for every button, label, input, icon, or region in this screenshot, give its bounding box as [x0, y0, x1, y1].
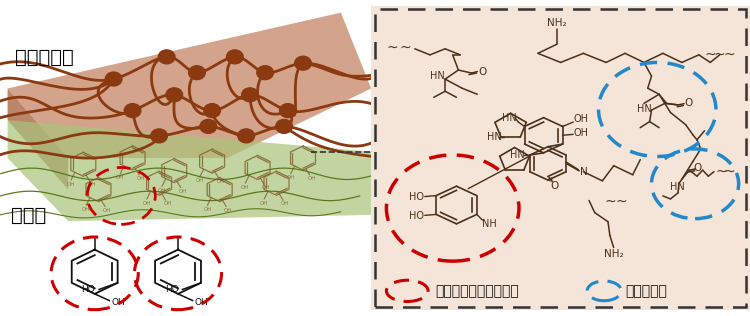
Text: OH: OH: [262, 185, 270, 191]
Text: NH₂: NH₂: [604, 249, 623, 258]
Text: ~: ~: [616, 195, 627, 209]
Text: HO: HO: [409, 192, 424, 203]
Text: HO: HO: [82, 285, 95, 294]
Circle shape: [124, 104, 141, 118]
Text: OH: OH: [142, 201, 151, 206]
Text: O: O: [550, 181, 558, 191]
Circle shape: [204, 104, 220, 118]
Text: N: N: [580, 167, 587, 177]
Circle shape: [151, 129, 167, 143]
Circle shape: [238, 129, 254, 143]
Text: HN: HN: [430, 71, 445, 81]
Text: 温度応答部: 温度応答部: [625, 284, 667, 298]
Polygon shape: [8, 120, 371, 221]
Circle shape: [105, 72, 122, 86]
Text: OH: OH: [574, 114, 589, 125]
Circle shape: [276, 119, 292, 133]
Text: ~: ~: [704, 48, 716, 62]
Text: OH: OH: [217, 179, 225, 184]
Text: HO: HO: [409, 211, 424, 221]
Text: ~: ~: [400, 40, 411, 54]
Text: OH: OH: [178, 189, 187, 194]
Polygon shape: [8, 88, 68, 190]
Text: 接着部（カテコール）: 接着部（カテコール）: [436, 284, 520, 298]
Circle shape: [242, 88, 258, 102]
Circle shape: [226, 50, 243, 64]
Text: OH: OH: [224, 208, 232, 213]
Text: 接着層: 接着層: [11, 206, 46, 225]
Text: OH: OH: [281, 201, 290, 206]
Text: O: O: [478, 67, 487, 76]
Text: HN: HN: [670, 182, 685, 192]
Text: OH: OH: [116, 175, 124, 180]
Text: OH: OH: [308, 176, 316, 181]
Text: OH: OH: [67, 182, 75, 187]
Text: OH: OH: [196, 179, 204, 184]
Polygon shape: [8, 13, 371, 158]
Text: OH: OH: [88, 182, 96, 187]
FancyBboxPatch shape: [371, 6, 750, 310]
Circle shape: [158, 50, 175, 64]
Circle shape: [280, 104, 296, 118]
Text: OH: OH: [103, 208, 111, 213]
Text: OH: OH: [158, 188, 166, 193]
Text: OH: OH: [82, 207, 91, 212]
Circle shape: [256, 66, 274, 80]
Text: ~: ~: [716, 165, 728, 179]
Text: ~: ~: [604, 195, 616, 209]
Text: HO: HO: [165, 285, 178, 294]
Circle shape: [188, 66, 206, 80]
Text: HN: HN: [503, 112, 517, 123]
Text: ~: ~: [386, 40, 398, 54]
Text: HN: HN: [510, 150, 525, 160]
Circle shape: [200, 119, 217, 133]
Text: O: O: [694, 163, 702, 173]
Text: OH: OH: [260, 201, 268, 206]
Text: タフゲル層: タフゲル層: [15, 48, 74, 67]
Text: NH₂: NH₂: [547, 18, 567, 28]
Text: OH: OH: [137, 176, 146, 181]
Text: ~: ~: [723, 165, 735, 179]
Text: OH: OH: [203, 207, 211, 212]
Text: OH: OH: [112, 298, 125, 307]
Text: OH: OH: [242, 185, 250, 190]
Text: NH: NH: [482, 219, 496, 229]
Text: ~: ~: [714, 48, 725, 62]
Text: HN: HN: [637, 105, 651, 114]
Circle shape: [295, 56, 311, 70]
Text: ~: ~: [723, 48, 735, 62]
Text: O: O: [685, 98, 693, 108]
Circle shape: [166, 88, 182, 102]
Text: OH: OH: [164, 201, 172, 206]
Text: HN: HN: [487, 132, 502, 142]
Text: OH: OH: [574, 129, 589, 138]
Text: OH: OH: [195, 298, 208, 307]
Text: OH: OH: [286, 175, 295, 180]
